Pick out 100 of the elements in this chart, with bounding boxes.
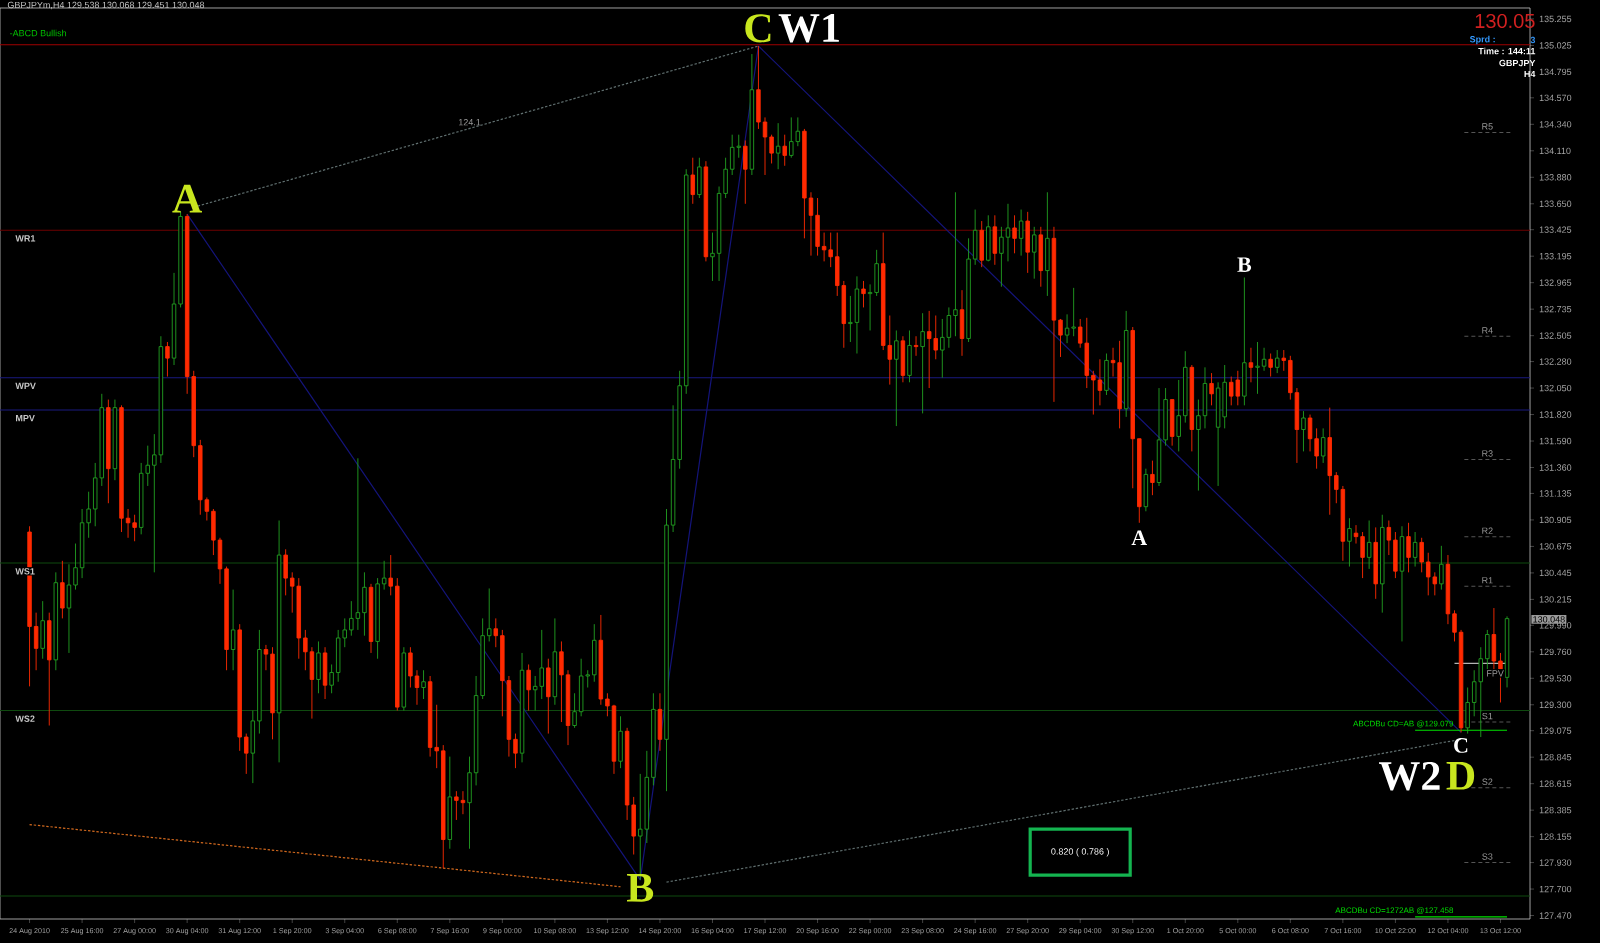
candlestick: [381, 560, 387, 591]
y-tick-label: 134.795: [1539, 68, 1572, 76]
y-tick-label: 135.025: [1539, 42, 1572, 49]
candlestick: [1261, 347, 1267, 372]
annotation: B: [1237, 257, 1252, 272]
candlestick: [66, 563, 72, 654]
candlestick: [1018, 209, 1024, 257]
candlestick: [486, 588, 492, 642]
y-tick-label: 129.300: [1539, 701, 1572, 708]
candlestick: [848, 295, 853, 343]
candlestick: [1452, 609, 1457, 642]
candlestick: [808, 191, 814, 257]
candlestick: [769, 134, 774, 164]
candlestick: [953, 191, 958, 337]
y-tick-label: 130.905: [1539, 516, 1572, 524]
candlestick: [920, 312, 925, 414]
ref-line-label: R2: [1482, 527, 1493, 534]
y-tick-label: 128.385: [1539, 806, 1572, 814]
ref-line-label: WR1: [15, 235, 36, 242]
annotation: W1: [778, 14, 839, 43]
candlestick: [1360, 531, 1365, 579]
y-tick-label: 131.360: [1539, 464, 1572, 471]
candlestick: [1386, 520, 1392, 556]
y-tick-label: 129.760: [1539, 648, 1572, 655]
candlestick: [1412, 531, 1418, 568]
candlestick: [230, 589, 236, 671]
candlestick: [132, 514, 137, 542]
ref-line-label: MPV: [16, 414, 35, 422]
y-tick-label: 131.820: [1539, 411, 1572, 418]
y-tick-label: 134.570: [1539, 94, 1572, 102]
annotation: ABCDBu CD=AB @129.079: [1353, 720, 1454, 728]
candlestick: [1058, 318, 1063, 358]
y-tick-label: 132.965: [1539, 279, 1572, 286]
ref-line-label: R3: [1482, 450, 1493, 457]
ref-line-label: S2: [1482, 778, 1493, 785]
y-tick-label: 133.195: [1539, 253, 1572, 260]
candlestick: [743, 139, 748, 205]
ref-line-label: S3: [1482, 853, 1493, 860]
candlestick: [283, 548, 288, 596]
candlestick: [1248, 347, 1254, 383]
annotation: W2: [1379, 762, 1440, 791]
candlestick: [710, 232, 715, 282]
candlestick: [894, 330, 899, 427]
candlestick: [460, 790, 466, 815]
annotation: A: [1131, 530, 1148, 545]
candlestick: [572, 692, 577, 729]
candlestick: [690, 157, 695, 205]
candlestick: [73, 543, 78, 591]
annotation: GBPJPY: [1499, 59, 1536, 67]
candlestick: [244, 733, 249, 775]
annotation: A: [172, 184, 202, 213]
candlestick: [775, 122, 781, 170]
annotation: FPV: [1487, 670, 1504, 677]
y-tick-label: 130.445: [1539, 569, 1572, 577]
candlestick: [1439, 545, 1444, 591]
candlestick: [1150, 460, 1155, 496]
annotation: C: [1454, 738, 1468, 753]
candlestick: [408, 646, 413, 688]
chart-title: GBPJPYm,H4 129.538 130.068 129.451 130.048: [7, 1, 205, 10]
candlestick: [1071, 287, 1076, 337]
y-tick-label: 128.845: [1539, 754, 1572, 761]
candlestick: [1301, 410, 1306, 452]
candlestick: [1307, 414, 1313, 452]
y-tick-label: 132.735: [1539, 305, 1572, 313]
annotation: D: [1446, 762, 1475, 790]
candlestick: [263, 644, 269, 671]
text: H4: [1524, 70, 1536, 78]
candlestick: [1012, 214, 1017, 254]
y-tick-label: 128.615: [1539, 780, 1572, 787]
candlestick: [1274, 349, 1280, 374]
y-tick-label: 130.215: [1539, 596, 1572, 603]
ref-line-label: WS1: [15, 568, 35, 575]
candlestick: [861, 280, 866, 308]
candlestick: [1005, 203, 1011, 262]
candlestick: [1196, 399, 1201, 492]
annotation: Time : 144:11: [1478, 47, 1536, 55]
ref-line-label: R4: [1482, 327, 1493, 334]
annotation: 124.1: [458, 119, 481, 126]
text: 130.048: [1533, 616, 1565, 623]
annotation: C: [745, 14, 771, 43]
candlestick: [33, 612, 39, 671]
y-tick-label: 134.110: [1539, 147, 1571, 154]
annotation: B: [627, 874, 654, 902]
y-tick-label: 127.700: [1539, 885, 1572, 893]
ref-line-label: WS2: [15, 715, 35, 722]
candlestick: [513, 733, 518, 769]
candlestick: [1032, 226, 1037, 280]
candlestick: [526, 664, 531, 711]
y-tick-label: 132.050: [1539, 384, 1572, 392]
candlestick: [1320, 427, 1326, 464]
candlestick: [1314, 427, 1319, 470]
candlestick: [1366, 520, 1372, 570]
y-tick-label: 132.280: [1539, 358, 1572, 365]
candlestick: [559, 640, 564, 723]
candlestick: [762, 116, 768, 176]
y-tick-label: 129.530: [1539, 675, 1572, 682]
y-tick-label: 133.425: [1539, 226, 1572, 233]
candlestick: [1110, 347, 1116, 377]
y-tick-label: 133.880: [1539, 174, 1572, 181]
y-tick-label: 135.255: [1539, 15, 1572, 23]
